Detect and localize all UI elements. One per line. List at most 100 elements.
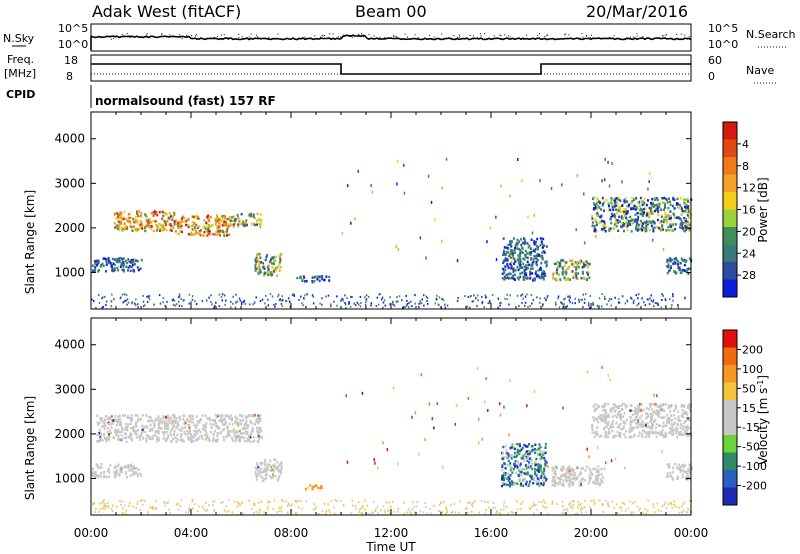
scatter-cell — [252, 427, 254, 431]
scatter-cell — [530, 264, 533, 267]
scatter-cell — [611, 429, 614, 433]
scatter-cell — [665, 506, 668, 509]
scatter-cell — [175, 426, 178, 430]
scatter-cell — [576, 477, 578, 480]
scatter-cell — [292, 293, 295, 296]
scatter-cell — [176, 424, 179, 427]
scatter-cell — [384, 511, 386, 514]
scatter-cell — [243, 439, 246, 443]
scatter-cell — [98, 302, 101, 304]
scatter-cell — [430, 200, 433, 204]
scatter-cell — [115, 505, 118, 508]
scatter-cell — [659, 424, 662, 428]
scatter-cell — [669, 471, 672, 475]
scatter-cell — [520, 462, 522, 465]
scatter-cell — [686, 269, 689, 273]
scatter-cell — [108, 475, 110, 478]
scatter-cell — [264, 474, 267, 477]
scatter-cell — [240, 423, 243, 426]
nsearch-dot — [688, 36, 690, 38]
scatter-cell — [231, 436, 234, 440]
scatter-cell — [554, 262, 556, 266]
scatter-cell — [688, 229, 691, 233]
scatter-cell — [516, 247, 519, 250]
scatter-cell — [654, 403, 657, 406]
scatter-cell — [682, 226, 685, 230]
scatter-cell — [657, 226, 660, 230]
scatter-cell — [416, 501, 419, 504]
scatter-cell — [126, 303, 128, 306]
nsky-tick-top: 10^5 — [58, 22, 88, 35]
scatter-cell — [598, 473, 601, 476]
scatter-cell — [171, 226, 174, 229]
scatter-cell — [393, 510, 396, 513]
scatter-cell — [118, 438, 121, 442]
scatter-cell — [214, 413, 217, 417]
scatter-cell — [656, 431, 659, 435]
scatter-cell — [603, 295, 606, 298]
scatter-cell — [350, 295, 352, 298]
scatter-cell — [687, 417, 690, 420]
scatter-cell — [120, 470, 123, 474]
scatter-cell — [688, 222, 691, 225]
scatter-cell — [609, 378, 612, 382]
scatter-cell — [652, 503, 654, 506]
scatter-cell — [99, 417, 102, 420]
scatter-cell — [105, 260, 108, 264]
scatter-cell — [586, 271, 588, 274]
scatter-cell — [221, 293, 224, 296]
scatter-cell — [195, 223, 198, 227]
scatter-cell — [258, 437, 260, 441]
scatter-cell — [483, 306, 485, 309]
scatter-cell — [476, 305, 478, 307]
scatter-cell — [528, 461, 531, 464]
scatter-cell — [519, 470, 522, 474]
scatter-cell — [473, 294, 475, 297]
scatter-cell — [111, 269, 113, 272]
scatter-cell — [257, 429, 260, 433]
scatter-cell — [258, 512, 260, 515]
scatter-cell — [122, 414, 124, 417]
scatter-cell — [541, 242, 544, 246]
scatter-cell — [278, 470, 281, 473]
scatter-cell — [612, 419, 615, 423]
scatter-cell — [145, 437, 148, 441]
scatter-cell — [665, 424, 668, 427]
scatter-cell — [120, 262, 123, 265]
nsearch-dot — [613, 38, 615, 40]
scatter-cell — [588, 455, 590, 459]
scatter-cell — [581, 266, 584, 269]
beam-title: Beam 00 — [355, 2, 427, 21]
scatter-cell — [536, 508, 538, 511]
scatter-cell — [101, 262, 104, 265]
scatter-cell — [157, 430, 160, 433]
scatter-cell — [98, 432, 101, 435]
scatter-cell — [681, 505, 683, 508]
scatter-cell — [498, 512, 500, 515]
scatter-cell — [421, 298, 423, 301]
scatter-cell — [610, 410, 613, 413]
scatter-cell — [562, 259, 565, 263]
nsearch-dot — [337, 36, 339, 38]
scatter-cell — [610, 197, 613, 200]
scatter-cell — [551, 502, 553, 505]
scatter-cell — [545, 265, 548, 268]
scatter-cell — [212, 439, 214, 442]
scatter-cell — [279, 507, 282, 510]
scatter-cell — [109, 418, 112, 421]
scatter-cell — [531, 231, 534, 235]
scatter-cell — [525, 473, 528, 476]
scatter-cell — [674, 223, 677, 226]
scatter-cell — [259, 461, 262, 465]
scatter-cell — [532, 448, 535, 452]
scatter-cell — [501, 451, 503, 455]
scatter-cell — [671, 304, 673, 307]
scatter-cell — [128, 265, 131, 268]
scatter-cell — [503, 275, 506, 278]
scatter-cell — [642, 408, 645, 412]
scatter-cell — [164, 439, 167, 443]
scatter-cell — [280, 510, 283, 513]
scatter-cell — [586, 262, 589, 265]
scatter-cell — [198, 428, 201, 432]
scatter-cell — [157, 432, 160, 435]
